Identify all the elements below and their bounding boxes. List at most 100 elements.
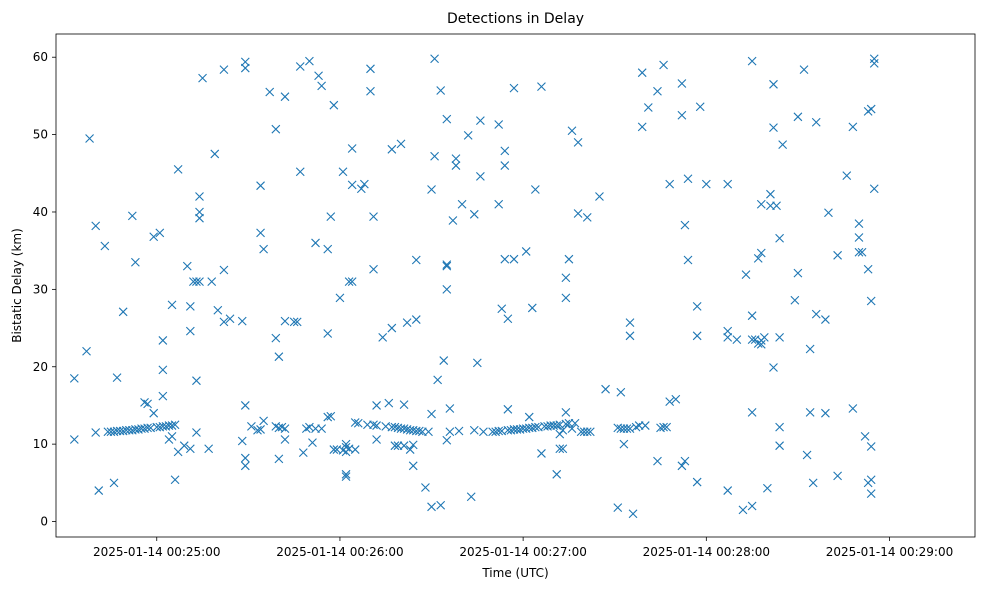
- detection-point: [625, 331, 635, 341]
- detection-point: [427, 185, 436, 194]
- detection-point: [570, 418, 580, 428]
- detection-point: [408, 461, 418, 471]
- detection-point: [793, 268, 803, 278]
- detection-point: [723, 179, 733, 189]
- detection-point: [100, 241, 110, 251]
- detection-point: [701, 179, 711, 189]
- detection-point: [347, 277, 357, 287]
- detection-point: [671, 394, 681, 404]
- detection-point: [759, 332, 769, 342]
- detection-point: [408, 440, 418, 450]
- detection-point: [738, 505, 748, 515]
- detection-point: [247, 421, 256, 431]
- detection-point: [824, 208, 833, 218]
- detection-point: [399, 400, 409, 410]
- detection-point: [766, 189, 775, 199]
- detection-point: [857, 247, 867, 257]
- detection-point: [329, 100, 339, 110]
- detection-point: [274, 454, 284, 464]
- detection-point: [158, 365, 168, 375]
- detection-point: [775, 441, 784, 451]
- detection-point: [747, 311, 757, 321]
- detection-point: [866, 296, 876, 306]
- detection-point: [384, 398, 394, 408]
- detection-point: [192, 376, 201, 386]
- detection-point: [567, 424, 577, 434]
- detection-point: [356, 184, 366, 194]
- detection-point: [445, 404, 455, 413]
- detection-point: [769, 79, 778, 89]
- detection-point: [271, 333, 281, 343]
- detection-point: [399, 441, 409, 451]
- detection-point: [237, 316, 247, 326]
- x-tick-label: 2025-01-14 00:28:00: [643, 545, 770, 559]
- detection-point: [530, 185, 540, 194]
- y-tick-label: 0: [40, 515, 48, 529]
- detection-point: [350, 418, 360, 427]
- detection-point: [280, 92, 290, 102]
- detection-point: [552, 469, 562, 479]
- detection-point: [292, 317, 302, 327]
- detection-point: [692, 477, 702, 487]
- detection-point: [308, 438, 317, 447]
- detection-point: [259, 416, 269, 426]
- detection-point: [747, 408, 757, 417]
- detection-point: [866, 104, 876, 114]
- detection-point: [390, 441, 400, 451]
- detection-point: [683, 255, 693, 265]
- detection-point: [848, 404, 858, 413]
- detection-point: [424, 427, 433, 437]
- detection-point: [414, 426, 424, 436]
- detection-point: [305, 56, 314, 66]
- detection-point: [537, 449, 546, 458]
- detection-point: [167, 432, 177, 441]
- detection-point: [323, 244, 333, 254]
- detection-point: [723, 332, 733, 342]
- detection-point: [192, 277, 201, 287]
- detection-point: [170, 475, 180, 485]
- detection-point: [622, 424, 632, 434]
- detection-point: [198, 73, 207, 83]
- detection-point: [149, 408, 159, 418]
- detection-point: [140, 397, 149, 407]
- detection-point: [311, 238, 320, 248]
- detection-point: [344, 277, 354, 287]
- detection-point: [192, 428, 201, 437]
- detection-point: [821, 315, 830, 324]
- detection-point: [476, 171, 485, 181]
- detection-point: [219, 65, 229, 74]
- detection-point: [762, 483, 772, 493]
- detection-point: [167, 300, 177, 310]
- detection-point: [359, 179, 369, 189]
- detection-point: [854, 233, 864, 242]
- detection-point: [866, 475, 876, 485]
- detection-point: [219, 317, 229, 327]
- detection-point: [653, 86, 662, 96]
- detection-point: [665, 179, 675, 189]
- detection-point: [433, 375, 443, 385]
- detection-point: [451, 161, 461, 170]
- detection-point: [494, 199, 504, 209]
- detection-point: [430, 54, 439, 64]
- detection-point: [335, 293, 345, 303]
- detection-point: [805, 344, 815, 354]
- detection-point: [747, 56, 757, 66]
- detection-point: [411, 315, 421, 324]
- detection-point: [185, 326, 195, 336]
- detection-point: [640, 421, 650, 430]
- detection-point: [775, 332, 784, 342]
- detection-point: [256, 181, 265, 191]
- detection-point: [802, 450, 812, 460]
- detection-point: [240, 461, 250, 471]
- detection-point: [561, 408, 571, 417]
- detection-point: [555, 429, 565, 439]
- detection-point: [112, 373, 122, 382]
- detection-point: [695, 102, 705, 112]
- detection-markers: [69, 54, 879, 519]
- detection-point: [805, 408, 815, 417]
- detection-point: [158, 336, 168, 345]
- detection-point: [387, 323, 397, 333]
- detection-point: [369, 212, 378, 222]
- detection-point: [295, 167, 305, 177]
- detection-point: [155, 228, 165, 238]
